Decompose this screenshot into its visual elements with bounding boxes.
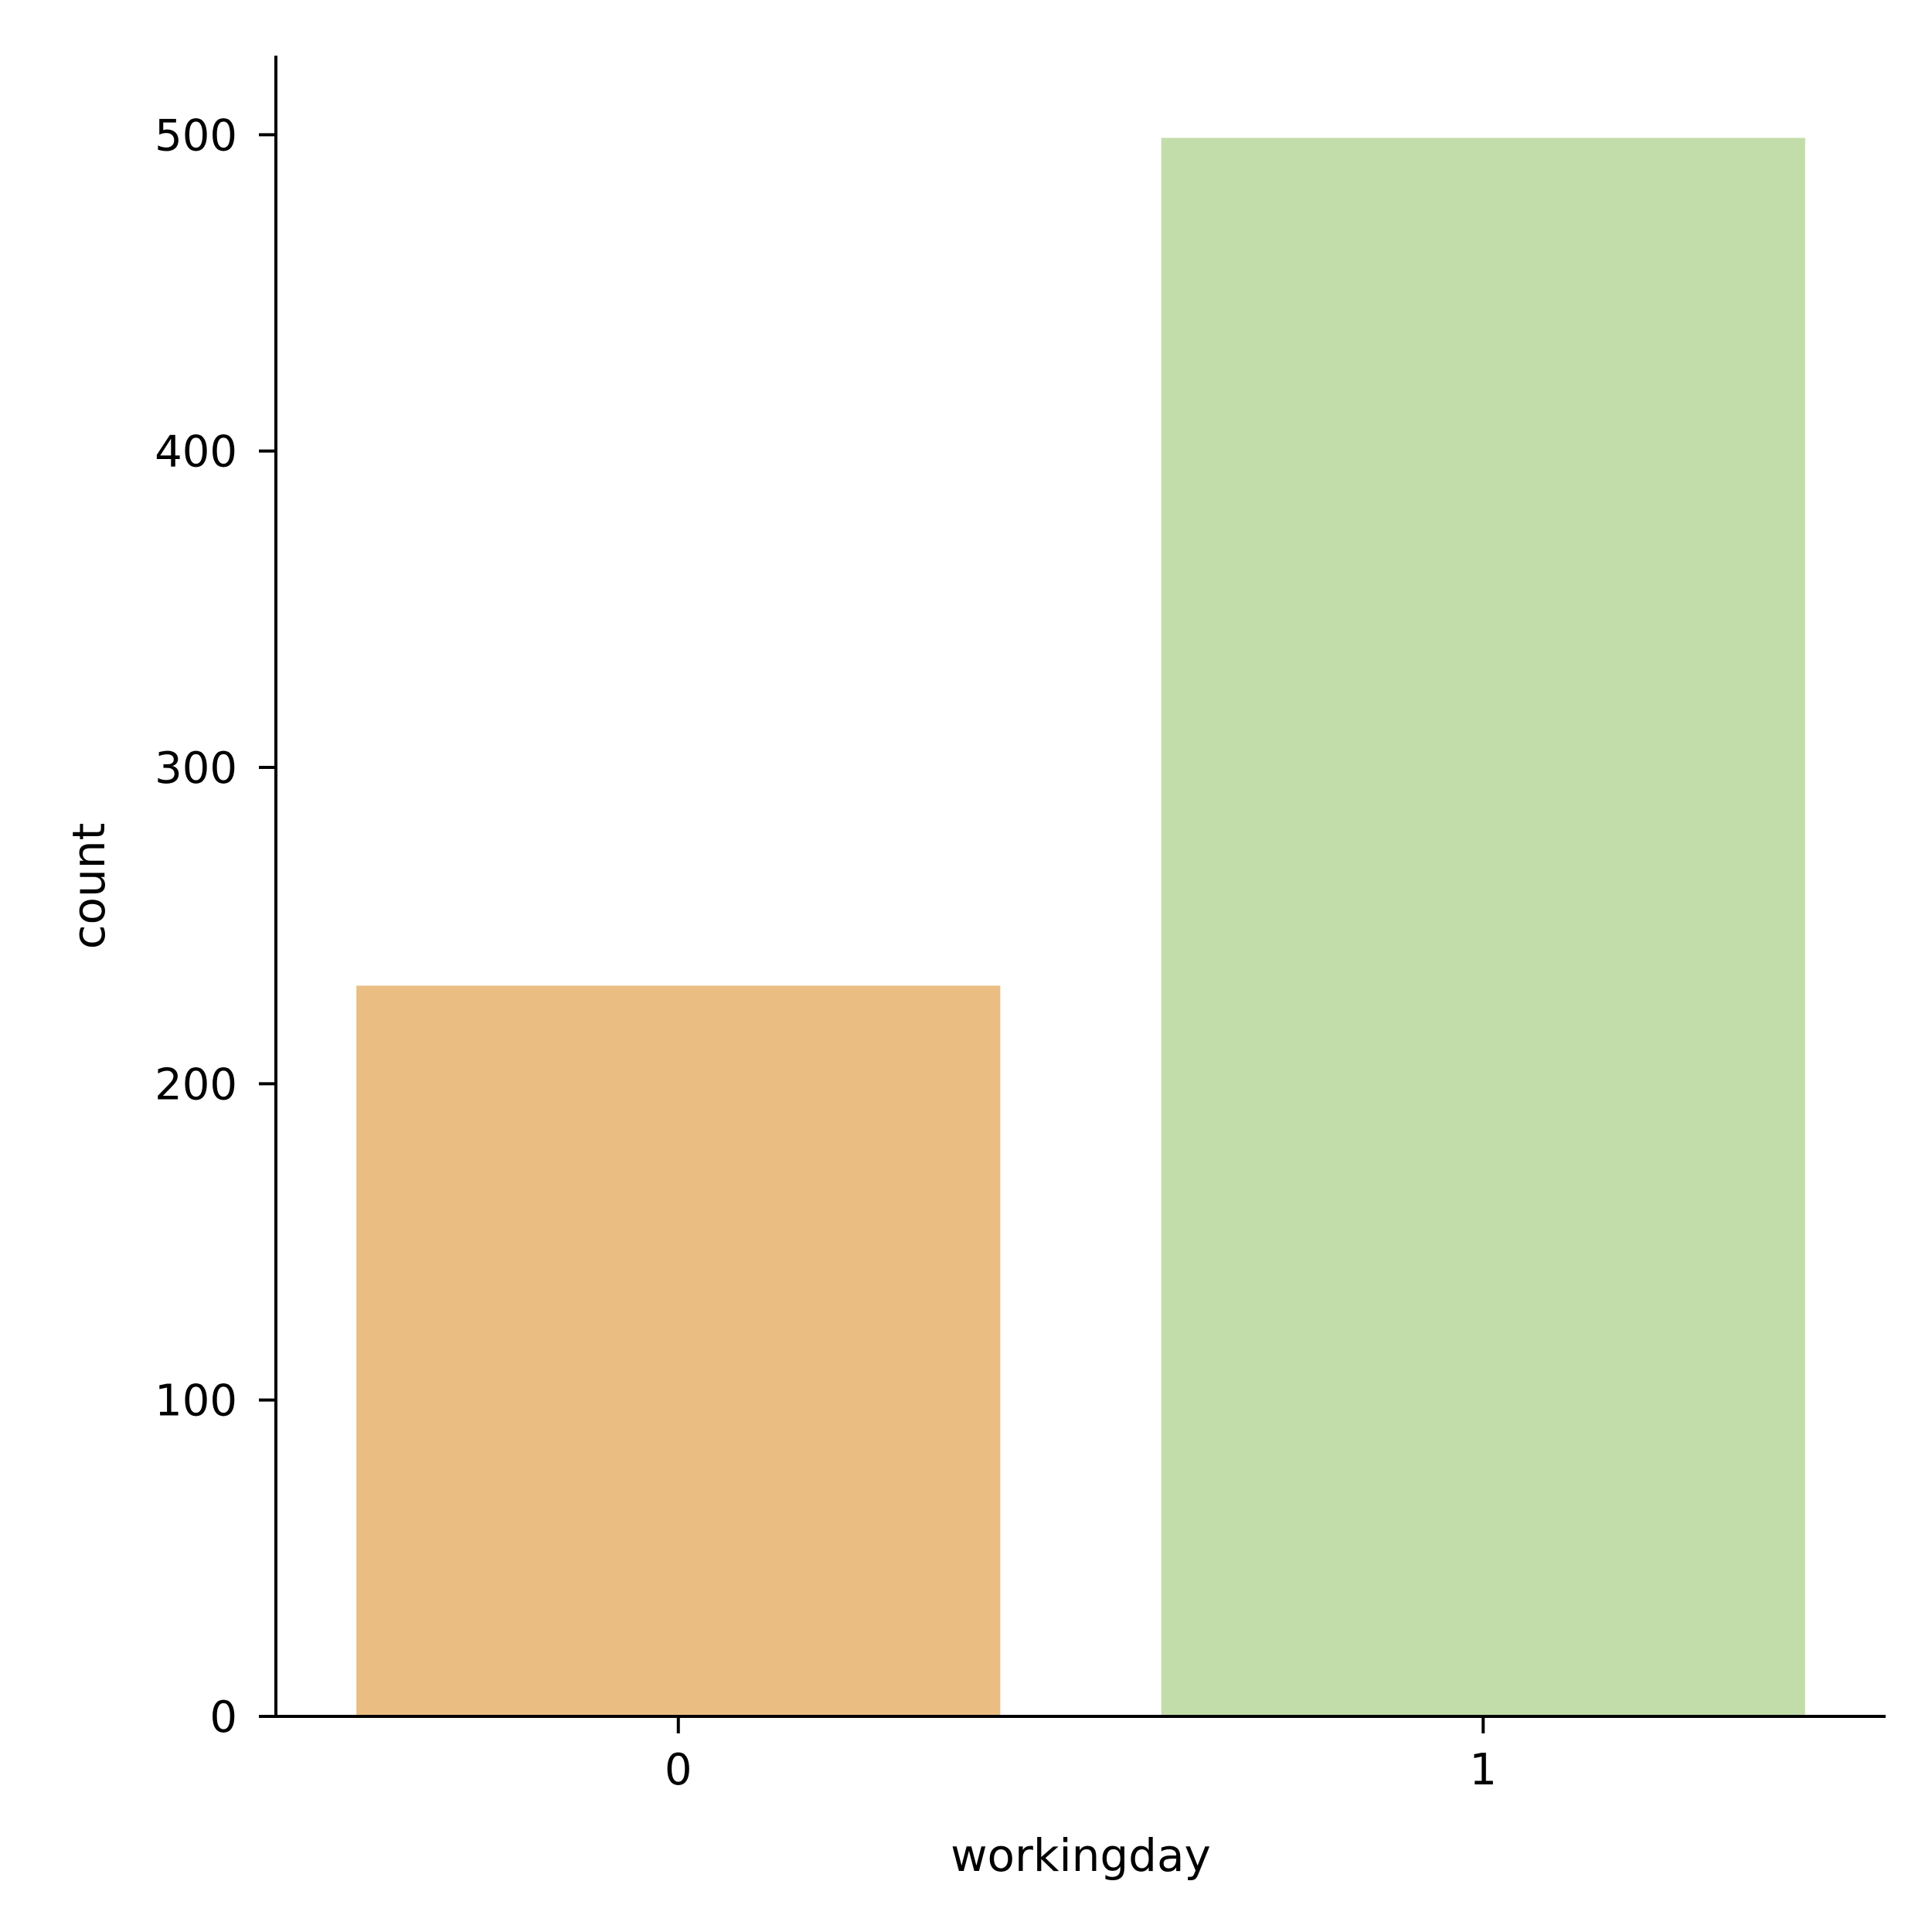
y-axis-label: count [63, 823, 115, 950]
y-tick-label: 300 [155, 743, 237, 794]
bars-group [356, 138, 1805, 1717]
bar-1 [1161, 138, 1805, 1717]
y-tick-label: 100 [155, 1376, 237, 1427]
y-tick-label: 400 [155, 427, 237, 478]
x-axis-label: workingday [951, 1829, 1211, 1882]
y-tick-label: 0 [209, 1692, 237, 1743]
x-tick-label: 0 [665, 1745, 692, 1795]
y-tick-label: 500 [155, 111, 237, 161]
y-axis-ticks: 0 100 200 300 400 500 [155, 111, 276, 1743]
x-tick-label: 1 [1469, 1745, 1497, 1795]
y-tick-label: 200 [155, 1060, 237, 1110]
bar-0 [356, 985, 1001, 1716]
